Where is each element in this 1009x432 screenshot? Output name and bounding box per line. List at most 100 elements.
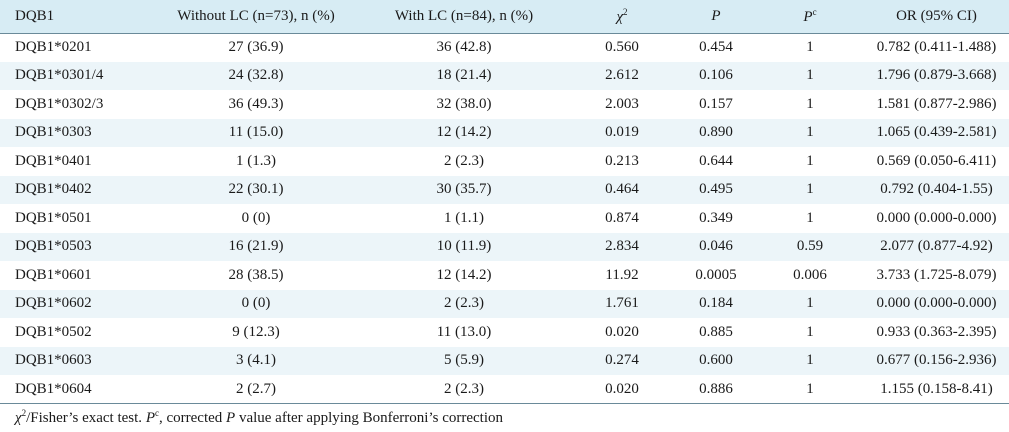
cell-odds-ratio: 1.796 (0.879-3.668) [876, 67, 997, 84]
cell-chi-square: 0.874 [605, 209, 639, 226]
table-row: DQB1*0604 2 (2.7) 2 (2.3) 0.020 0.886 1 1.155 … [0, 375, 1009, 404]
cell-odds-ratio: 0.000 (0.000-0.000) [876, 295, 997, 312]
cell-corrected-p: 1 [806, 39, 814, 55]
cell-without-lc: 28 (38.5) [228, 266, 284, 283]
cell-chi-square: 0.019 [605, 124, 639, 141]
cell-without-lc: 24 (32.8) [228, 67, 284, 84]
cell-without-lc: 2 (2.7) [236, 380, 276, 397]
cell-p-value: 0.885 [699, 323, 733, 340]
cell-with-lc: 5 (5.9) [444, 352, 484, 369]
cell-p-value: 0.184 [699, 295, 733, 312]
table-row: DQB1*0302/3 36 (49.3) 32 (38.0) 2.003 0.157 1… [0, 90, 1009, 119]
cell-without-lc: 22 (30.1) [228, 181, 284, 198]
cell-corrected-p: 1 [806, 124, 814, 141]
table-row: DQB1*0601 28 (38.5) 12 (14.2) 11.92 0.0005 0.… [0, 261, 1009, 290]
table-row: DQB1*0603 3 (4.1) 5 (5.9) 0.274 0.600 1 0.677 … [0, 346, 1009, 375]
cell-p-value: 0.454 [699, 39, 733, 55]
cell-p-value: 0.349 [699, 209, 733, 226]
cell-corrected-p: 0.59 [796, 238, 824, 255]
cell-allele: DQB1*0503 [15, 238, 92, 255]
cell-chi-square: 0.464 [605, 181, 639, 198]
cell-with-lc: 10 (11.9) [436, 238, 492, 255]
cell-with-lc: 2 (2.3) [444, 295, 484, 312]
footnote-row: χ2/Fisher’s exact test. Pc, corrected P … [0, 403, 1009, 432]
cell-chi-square: 1.761 [605, 295, 639, 312]
table-row: DQB1*0503 16 (21.9) 10 (11.9) 2.834 0.046 0.5… [0, 232, 1009, 261]
cell-without-lc: 0 (0) [241, 295, 271, 312]
cell-allele: DQB1*0601 [15, 266, 92, 283]
table-body: DQB1*0201 27 (36.9) 36 (42.8) 0.560 0.454 1 0.… [0, 33, 1009, 404]
cell-with-lc: 32 (38.0) [436, 95, 492, 112]
cell-corrected-p: 1 [806, 352, 814, 369]
cell-odds-ratio: 0.000 (0.000-0.000) [876, 209, 997, 226]
cell-corrected-p: 1 [806, 67, 814, 84]
cell-odds-ratio: 3.733 (1.725-8.079) [876, 266, 997, 283]
cell-corrected-p: 1 [806, 323, 814, 340]
cell-odds-ratio: 0.569 (0.050-6.411) [876, 152, 997, 169]
header-row: DQB1 Without LC (n=73), n (%) With LC (n… [0, 0, 1009, 33]
table-row: DQB1*0301/4 24 (32.8) 18 (21.4) 2.612 0.106 1… [0, 61, 1009, 90]
cell-p-value: 0.886 [699, 380, 733, 397]
cell-without-lc: 27 (36.9) [228, 39, 284, 55]
table-row: DQB1*0402 22 (30.1) 30 (35.7) 0.464 0.495 1 0.… [0, 175, 1009, 204]
cell-allele: DQB1*0502 [15, 323, 92, 340]
cell-without-lc: 36 (49.3) [228, 95, 284, 112]
cell-allele: DQB1*0302/3 [15, 95, 104, 112]
cell-allele: DQB1*0401 [15, 152, 92, 169]
cell-allele: DQB1*0602 [15, 295, 92, 312]
cell-chi-square: 2.003 [605, 95, 639, 112]
cell-with-lc: 12 (14.2) [436, 266, 492, 283]
table-row: DQB1*0201 27 (36.9) 36 (42.8) 0.560 0.454 1 0.… [0, 33, 1009, 62]
cell-allele: DQB1*0402 [15, 181, 92, 198]
cell-p-value: 0.046 [699, 238, 733, 255]
header-with-lc: With LC (n=84), n (%) [394, 7, 534, 24]
cell-corrected-p: 1 [806, 181, 814, 198]
cell-chi-square: 0.020 [605, 380, 639, 397]
cell-with-lc: 12 (14.2) [436, 124, 492, 141]
cell-with-lc: 1 (1.1) [444, 209, 484, 226]
cell-corrected-p: 0.006 [793, 266, 827, 283]
cell-with-lc: 2 (2.3) [444, 152, 484, 169]
cell-corrected-p: 1 [806, 209, 814, 226]
cell-allele: DQB1*0501 [15, 209, 92, 226]
header-chi-square: χ2 [616, 6, 628, 25]
cell-odds-ratio: 2.077 (0.877-4.92) [880, 238, 993, 255]
cell-p-value: 0.0005 [695, 266, 737, 283]
cell-odds-ratio: 1.065 (0.439-2.581) [876, 124, 997, 141]
cell-p-value: 0.600 [699, 352, 733, 369]
cell-p-value: 0.106 [699, 67, 733, 84]
cell-odds-ratio: 0.792 (0.404-1.55) [880, 181, 993, 198]
cell-without-lc: 0 (0) [241, 209, 271, 226]
cell-corrected-p: 1 [806, 152, 814, 169]
cell-allele: DQB1*0201 [15, 39, 92, 55]
table-row: DQB1*0401 1 (1.3) 2 (2.3) 0.213 0.644 1 0.569 … [0, 147, 1009, 176]
cell-p-value: 0.495 [699, 181, 733, 198]
cell-corrected-p: 1 [806, 95, 814, 112]
cell-corrected-p: 1 [806, 380, 814, 397]
cell-odds-ratio: 1.581 (0.877-2.986) [876, 95, 997, 112]
cell-without-lc: 11 (15.0) [228, 124, 284, 141]
cell-p-value: 0.890 [699, 124, 733, 141]
cell-chi-square: 0.274 [605, 352, 639, 369]
header-without-lc: Without LC (n=73), n (%) [177, 7, 335, 24]
header-corrected-p: Pc [803, 6, 817, 25]
cell-without-lc: 1 (1.3) [236, 152, 276, 169]
table-row: DQB1*0602 0 (0) 2 (2.3) 1.761 0.184 1 0.000 (0… [0, 289, 1009, 318]
cell-with-lc: 18 (21.4) [436, 67, 492, 84]
cell-corrected-p: 1 [806, 295, 814, 312]
header-dqb1: DQB1 [15, 7, 55, 24]
footnote: χ2/Fisher’s exact test. Pc, corrected P … [0, 403, 1009, 432]
cell-allele: DQB1*0301/4 [15, 67, 104, 84]
table-row: DQB1*0303 11 (15.0) 12 (14.2) 0.019 0.890 1 1.… [0, 118, 1009, 147]
cell-chi-square: 11.92 [605, 266, 639, 283]
cell-odds-ratio: 0.782 (0.411-1.488) [876, 39, 997, 55]
cell-p-value: 0.644 [699, 152, 733, 169]
cell-without-lc: 9 (12.3) [232, 323, 280, 340]
cell-with-lc: 30 (35.7) [436, 181, 492, 198]
cell-allele: DQB1*0603 [15, 352, 92, 369]
cell-chi-square: 2.612 [605, 67, 639, 84]
cell-odds-ratio: 1.155 (0.158-8.41) [880, 380, 993, 397]
cell-odds-ratio: 0.677 (0.156-2.936) [876, 352, 997, 369]
cell-chi-square: 2.834 [605, 238, 639, 255]
